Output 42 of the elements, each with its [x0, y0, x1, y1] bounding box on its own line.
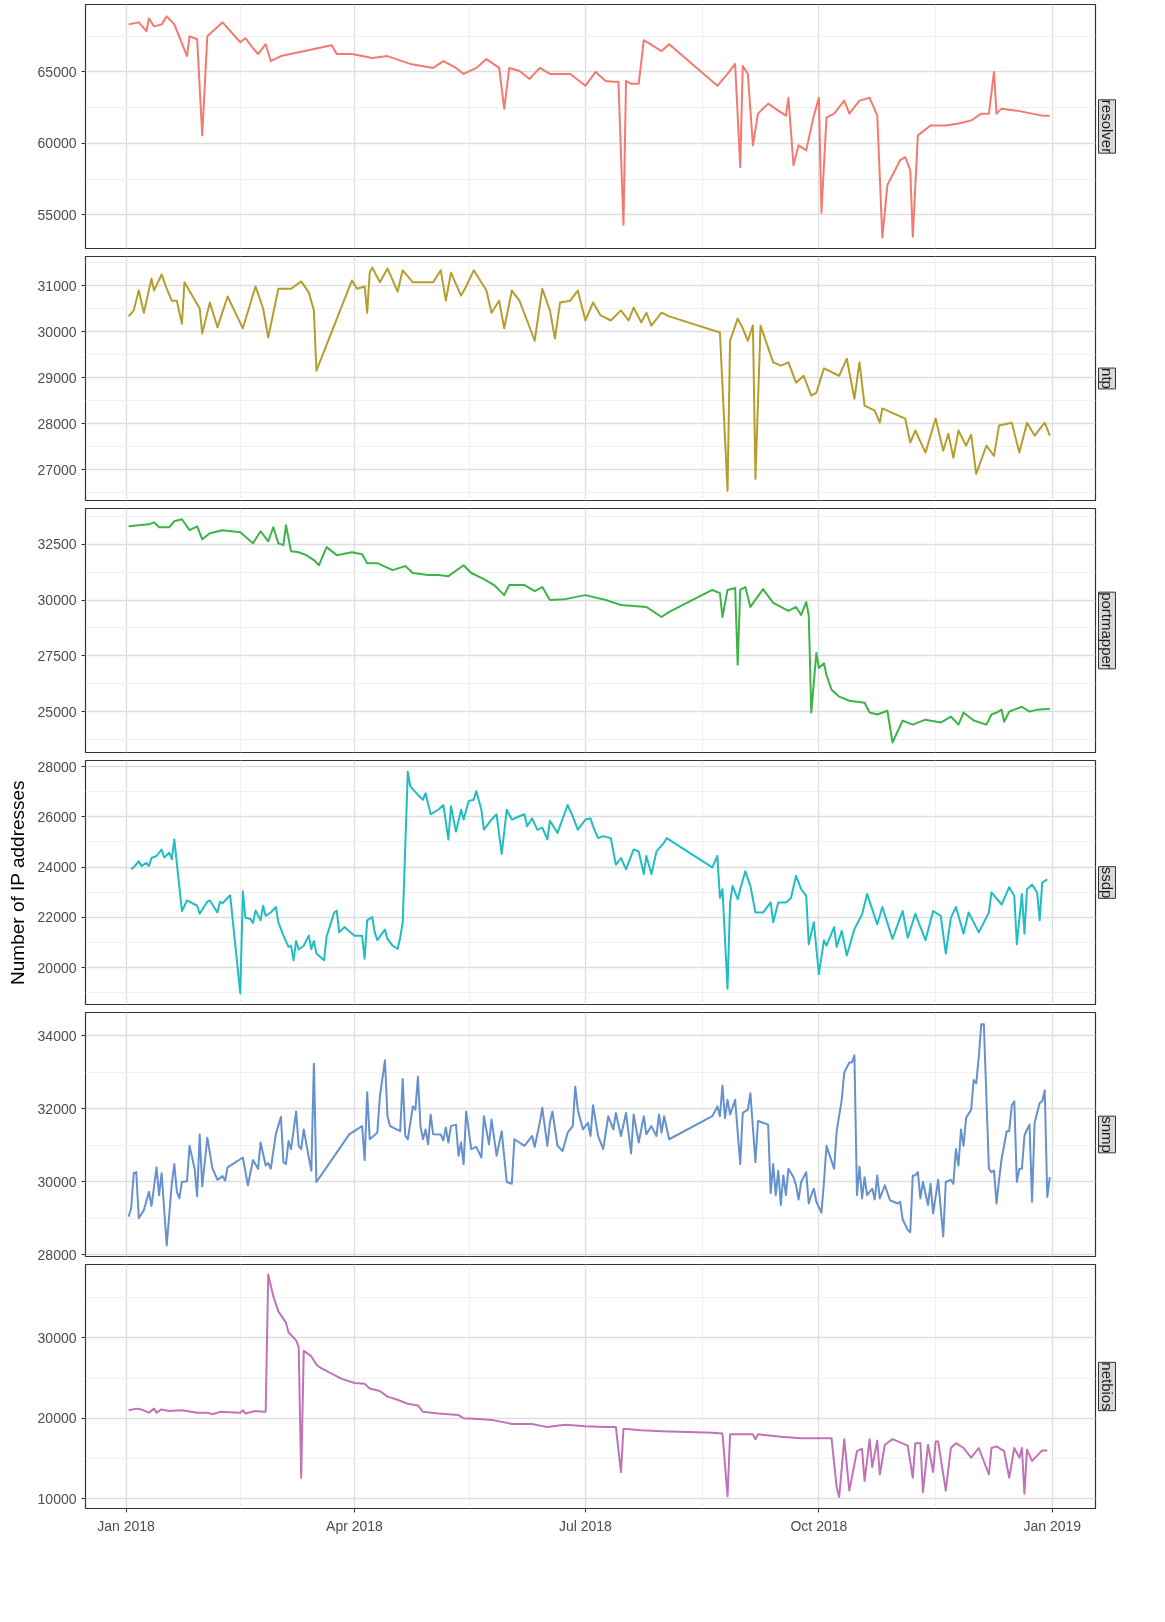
y-tick-label: 30000 [37, 1329, 77, 1346]
y-tick-label: 65000 [37, 63, 77, 80]
x-tick-label: Jan 2018 [97, 1517, 156, 1534]
y-tick-label: 34000 [37, 1027, 77, 1044]
text: ntp [1098, 368, 1116, 389]
y-tick-label: 28000 [37, 415, 77, 432]
line-series [127, 15, 1051, 239]
x-tick-label: Jul 2018 [558, 1517, 613, 1534]
y-tick-label: 20000 [37, 959, 77, 976]
y-tick-label: 30000 [37, 592, 77, 609]
y-tick-label: 60000 [37, 135, 77, 152]
text: resolver [1098, 99, 1116, 154]
x-tick-label: Jan 2019 [1023, 1517, 1082, 1534]
x-tick-label: Apr 2018 [326, 1517, 384, 1534]
text: ssdp [1098, 866, 1116, 899]
y-tick-label: 55000 [37, 206, 77, 223]
line-series [127, 1023, 1051, 1247]
y-tick-label: 31000 [37, 277, 77, 294]
y-tick-label: 26000 [37, 808, 77, 825]
y-tick-label: 28000 [37, 758, 77, 775]
y-tick-label: 32500 [37, 536, 77, 553]
x-tick-label: Oct 2018 [790, 1517, 848, 1534]
text: netbios [1098, 1362, 1116, 1411]
y-tick-label: 10000 [37, 1490, 77, 1507]
line-series [127, 266, 1051, 492]
y-tick-label: 27500 [37, 647, 77, 664]
y-tick-label: 20000 [37, 1410, 77, 1427]
y-tick-label: 30000 [37, 323, 77, 340]
y-tick-label: 30000 [37, 1173, 77, 1190]
text: snmp [1098, 1116, 1116, 1153]
y-axis-title: Number of IP addresses [7, 780, 28, 985]
y-tick-label: 25000 [37, 703, 77, 720]
y-tick-label: 28000 [37, 1246, 77, 1263]
y-tick-label: 29000 [37, 369, 77, 386]
y-tick-label: 27000 [37, 461, 77, 478]
y-tick-label: 24000 [37, 859, 77, 876]
text: portmapper [1098, 592, 1116, 669]
y-tick-label: 22000 [37, 909, 77, 926]
line-series [130, 770, 1049, 995]
line-series [127, 1273, 1049, 1499]
y-tick-label: 32000 [37, 1100, 77, 1117]
line-series [127, 518, 1051, 744]
